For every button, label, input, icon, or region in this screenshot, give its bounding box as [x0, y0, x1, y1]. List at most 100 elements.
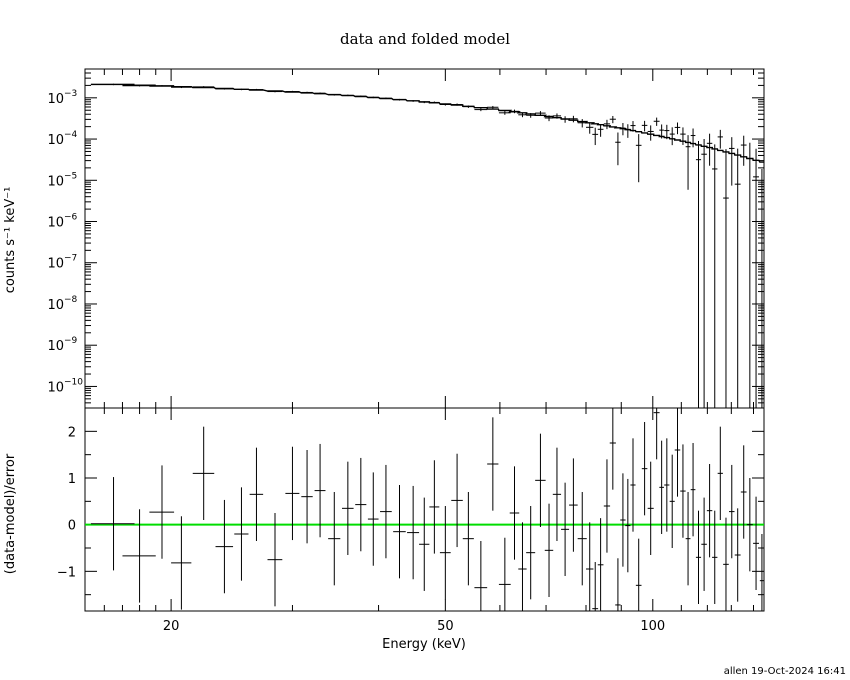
residual-point [380, 464, 392, 559]
residual-point [419, 497, 430, 591]
data-point [561, 116, 570, 123]
residual-point [690, 443, 696, 537]
residual-point [451, 453, 463, 548]
data-point [328, 94, 341, 96]
y-tick-label: 10 [47, 133, 64, 148]
y-tick-exponent: −6 [64, 213, 78, 223]
residual-point [393, 485, 406, 579]
residual-point [674, 408, 681, 497]
residual-point [620, 473, 626, 567]
data-point [526, 113, 536, 118]
residual-point [429, 460, 440, 554]
data-point [695, 141, 702, 408]
y-tick-label: 10 [47, 380, 64, 395]
residual-point [122, 509, 156, 603]
residual-point [625, 478, 631, 573]
residual-point [328, 492, 341, 586]
residual-y-tick-label: −1 [57, 565, 76, 580]
y-tick-exponent: −9 [64, 336, 78, 346]
residual-point [592, 562, 599, 611]
data-point [171, 86, 192, 89]
data-point [609, 115, 616, 124]
residual-point [635, 538, 642, 611]
y-tick-exponent: −3 [64, 89, 77, 99]
y-tick-label: 10 [47, 174, 64, 189]
data-point [630, 121, 636, 132]
x-axis-label: Energy (keV) [382, 637, 466, 652]
data-point [249, 88, 264, 91]
residual-point [759, 534, 764, 611]
data-point [439, 103, 451, 106]
residual-point [746, 478, 753, 572]
residual-point [753, 496, 760, 590]
data-point [215, 88, 234, 90]
data-point [341, 94, 354, 97]
residual-point [597, 518, 604, 611]
residual-point [659, 440, 664, 534]
data-point [701, 139, 707, 408]
residual-point [729, 464, 735, 559]
data-point [653, 117, 660, 126]
residual-point [301, 450, 313, 544]
data-point [586, 122, 594, 134]
data-point [746, 142, 753, 408]
residual-point [367, 472, 379, 566]
data-point [659, 124, 664, 139]
data-point [712, 144, 718, 408]
data-point [474, 108, 488, 112]
data-point [234, 88, 249, 91]
residual-point [615, 558, 621, 611]
residual-point [518, 522, 527, 611]
data-point [429, 101, 440, 104]
residual-point [249, 447, 264, 541]
data-point [393, 98, 406, 101]
data-point [149, 85, 175, 87]
data-point [603, 119, 611, 130]
residual-point [740, 445, 747, 539]
residual-point [192, 426, 215, 520]
residual-point [653, 408, 660, 460]
data-point [669, 127, 675, 146]
data-point [380, 97, 392, 100]
residual-point [535, 433, 546, 527]
data-point [674, 122, 681, 135]
y-tick-exponent: −10 [64, 377, 83, 387]
data-point [685, 135, 691, 190]
data-point [518, 112, 527, 118]
y-tick-exponent: −5 [64, 171, 77, 181]
data-point [597, 124, 604, 137]
residual-point [609, 408, 616, 490]
residual-point [215, 499, 234, 594]
x-tick-label: 100 [640, 619, 665, 634]
y-tick-exponent: −4 [64, 130, 78, 140]
data-point [367, 96, 379, 99]
residual-point [439, 506, 451, 600]
data-point [690, 128, 696, 148]
chart-title: data and folded model [340, 30, 510, 48]
data-point [192, 86, 215, 88]
data-point [680, 127, 686, 145]
residual-point [586, 522, 594, 611]
residual-point [552, 447, 562, 541]
residual-point [603, 459, 611, 553]
residual-y-axis-label: (data-model)/error [3, 453, 18, 574]
data-point [498, 111, 511, 115]
residual-point [498, 537, 511, 611]
residual-point [664, 438, 670, 532]
residual-point [285, 446, 300, 541]
data-point [615, 132, 621, 166]
data-point [706, 133, 713, 166]
residual-point [734, 508, 741, 602]
data-point [301, 91, 313, 94]
residual-y-tick-label: 0 [68, 519, 76, 534]
data-point [625, 124, 631, 138]
data-point [407, 100, 420, 102]
residual-point [544, 503, 554, 597]
data-point [759, 169, 764, 409]
residual-point [487, 417, 499, 511]
residual-point [695, 510, 702, 604]
residual-point [680, 444, 686, 538]
residual-point [569, 458, 578, 552]
data-point [641, 120, 648, 132]
